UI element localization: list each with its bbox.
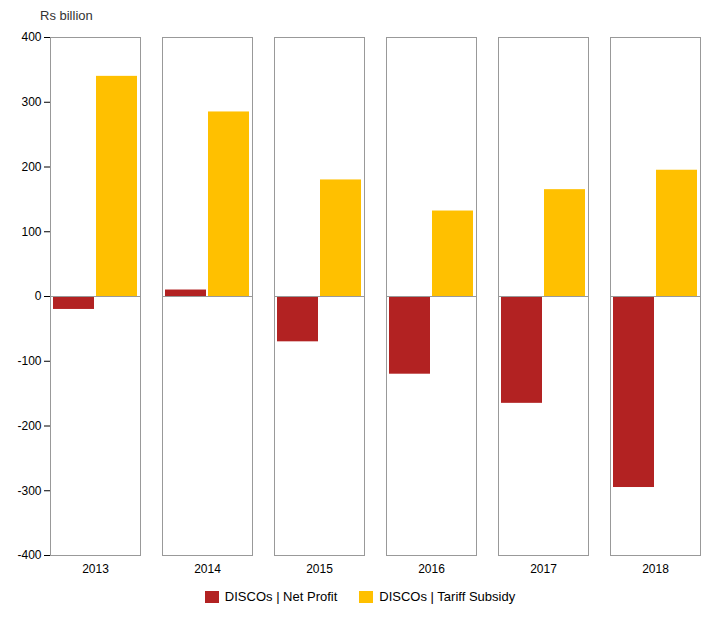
svg-text:2015: 2015: [306, 562, 333, 576]
svg-text:2014: 2014: [194, 562, 221, 576]
svg-text:100: 100: [21, 225, 41, 239]
svg-text:-300: -300: [17, 484, 41, 498]
svg-text:2013: 2013: [82, 562, 109, 576]
svg-text:0: 0: [35, 289, 42, 303]
svg-text:-100: -100: [17, 354, 41, 368]
svg-text:2017: 2017: [530, 562, 557, 576]
svg-text:2016: 2016: [418, 562, 445, 576]
html-text:Rs billion: Rs billion: [40, 8, 93, 23]
svg-text:300: 300: [21, 95, 41, 109]
svg-text:2018: 2018: [642, 562, 669, 576]
svg-text:-200: -200: [17, 419, 41, 433]
svg-text:-400: -400: [17, 548, 41, 562]
html-text:DISCOs | Net Profit: DISCOs | Net Profit: [224, 589, 338, 604]
html-text:DISCOs | Tariff Subsidy: DISCOs | Tariff Subsidy: [379, 589, 516, 604]
svg-text:200: 200: [21, 160, 41, 174]
svg-text:400: 400: [21, 30, 41, 44]
